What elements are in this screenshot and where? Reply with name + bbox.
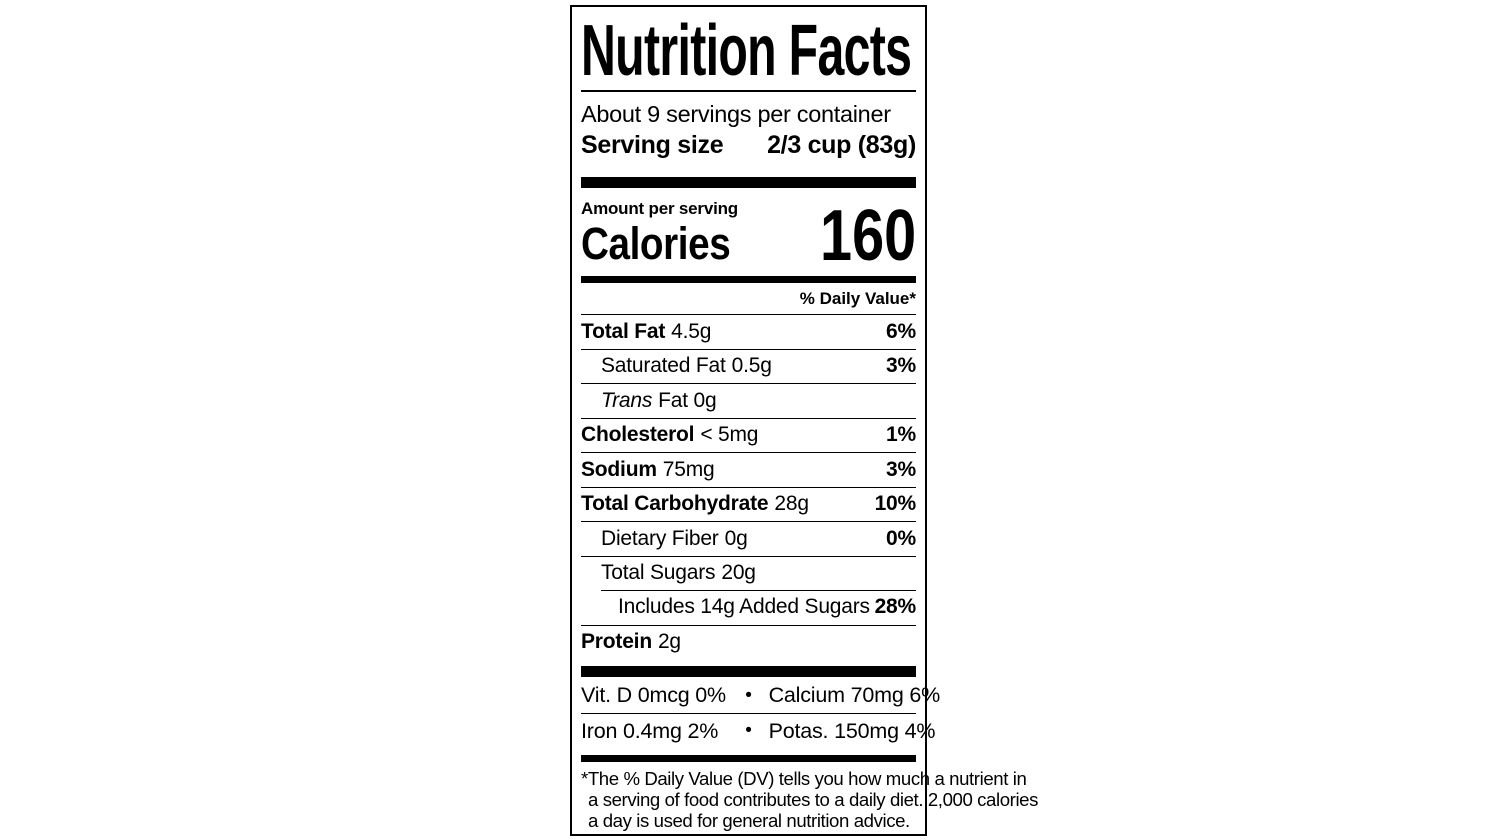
- nutrient-name: Includes 14g Added Sugars: [618, 595, 870, 619]
- amount-per-serving-label: Amount per serving: [581, 198, 738, 218]
- nutrient-amount: 4.5g: [671, 319, 712, 343]
- nutrient-row-total-fat: Total Fat 4.5g 6%: [581, 314, 916, 349]
- calories-label: Calories: [581, 218, 731, 270]
- nutrient-amount: 20g: [721, 561, 756, 585]
- serving-size-label: Serving size: [581, 131, 724, 160]
- nutrient-dv: 3%: [886, 457, 916, 481]
- nutrient-dv: 0%: [886, 526, 916, 550]
- servings-per-container: About 9 servings per container: [581, 101, 891, 127]
- nutrient-amount: 2g: [657, 630, 681, 654]
- calories-left: Amount per serving Calories: [581, 199, 755, 266]
- micronutrient-left: Vit. D 0mcg 0%: [581, 683, 726, 708]
- nutrient-row-saturated-fat: Saturated Fat 0.5g 3%: [581, 348, 916, 384]
- nutrient-row-dietary-fiber: Dietary Fiber 0g 0%: [581, 521, 916, 556]
- nutrient-name: Cholesterol: [581, 423, 695, 447]
- nutrition-facts-label: Nutrition Facts About 9 servings per con…: [570, 5, 1039, 836]
- nutrient-row-total-sugars: Total Sugars 20g: [581, 555, 916, 591]
- nutrient-row-added-sugars: Includes 14g Added Sugars 28%: [581, 590, 916, 625]
- nutrient-row-sodium: Sodium 75mg 3%: [581, 452, 916, 487]
- nutrient-name: Total Sugars: [601, 561, 716, 585]
- footnote-line: a day is used for general nutrition advi…: [588, 809, 910, 831]
- daily-value-footnote: *The % Daily Value (DV) tells you how mu…: [581, 762, 1039, 831]
- nutrient-row-protein: Protein 2g: [581, 624, 916, 660]
- nutrient-name: Dietary Fiber: [601, 526, 719, 550]
- medium-divider-bar: [581, 755, 916, 763]
- nutrient-row-total-carbohydrate: Total Carbohydrate 28g 10%: [581, 486, 917, 522]
- micronutrient-left: Iron 0.4mg 2%: [581, 718, 719, 743]
- footnote-line: *The % Daily Value (DV) tells you how mu…: [581, 768, 1027, 790]
- micronutrient-right: Potas. 150mg 4%: [768, 718, 936, 743]
- calories-value: 160: [819, 196, 916, 277]
- nutrient-amount: 0.5g: [731, 354, 772, 378]
- serving-size-value: 2/3 cup (83g): [767, 131, 916, 160]
- nutrient-dv: 1%: [886, 423, 916, 447]
- nutrient-name: Fat 0g: [658, 388, 717, 412]
- calories-block: Amount per serving Calories 160: [581, 188, 916, 277]
- bullet-separator: •: [745, 720, 752, 742]
- nutrient-amount: 28g: [774, 492, 809, 516]
- nutrient-row-trans-fat: Trans Fat 0g: [581, 383, 916, 418]
- nutrient-dv: 6%: [886, 319, 916, 343]
- nutrient-amount: 75mg: [662, 457, 715, 481]
- serving-size-row: Serving size 2/3 cup (83g): [581, 131, 916, 160]
- nutrient-amount: 0g: [724, 526, 748, 550]
- thick-divider-bar: [581, 176, 916, 188]
- medium-divider-bar: [581, 276, 916, 284]
- nutrient-name: Total Carbohydrate: [581, 492, 769, 516]
- nutrient-dv: 3%: [886, 354, 916, 378]
- title-divider: [581, 90, 916, 92]
- nutrient-name: Sodium: [581, 457, 657, 481]
- footnote-line: a serving of food contributes to a daily…: [588, 788, 1039, 810]
- micronutrient-rows: Vit. D 0mcg 0% • Calcium 70mg 6% Iron 0.…: [581, 678, 940, 748]
- nutrient-rows: Total Fat 4.5g 6% Saturated Fat 0.5g 3% Tr…: [581, 314, 916, 659]
- nutrient-name: Total Fat: [581, 319, 666, 343]
- daily-value-header: % Daily Value*: [799, 289, 916, 309]
- nutrient-name: Protein: [581, 630, 652, 654]
- nutrient-name: Saturated Fat: [601, 354, 726, 378]
- micronutrient-row-iron-potassium: Iron 0.4mg 2% • Potas. 150mg 4%: [581, 713, 935, 748]
- bullet-separator: •: [745, 684, 752, 706]
- nutrient-dv: 28%: [874, 595, 917, 619]
- nutrition-facts-title: Nutrition Facts: [581, 11, 912, 91]
- nutrient-row-cholesterol: Cholesterol < 5mg 1%: [581, 417, 916, 453]
- micronutrient-row-vitd-calcium: Vit. D 0mcg 0% • Calcium 70mg 6%: [581, 678, 940, 713]
- micronutrient-right: Calcium 70mg 6%: [768, 683, 941, 708]
- nutrient-name-italic: Trans: [601, 388, 653, 412]
- thick-divider-bar: [581, 666, 916, 678]
- nutrient-dv: 10%: [874, 492, 917, 516]
- nutrient-amount: < 5mg: [700, 423, 759, 447]
